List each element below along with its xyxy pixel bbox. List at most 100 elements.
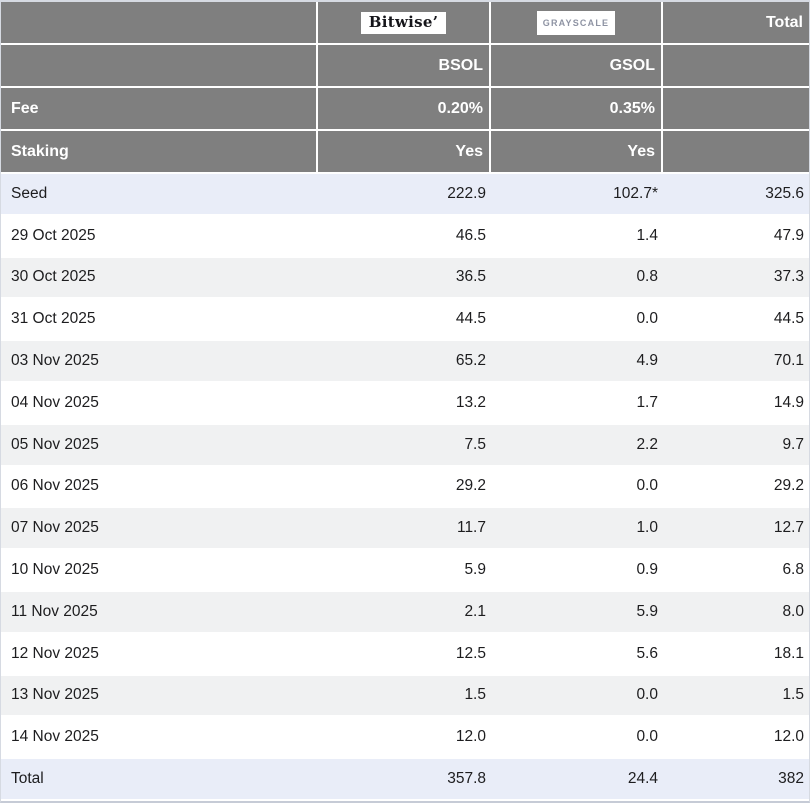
table-row: 03 Nov 2025 65.2 4.9 70.1: [1, 341, 809, 383]
table-row: 31 Oct 2025 44.5 0.0 44.5: [1, 299, 809, 342]
flows-table-body: Seed 222.9 102.7* 325.6 29 Oct 2025 46.5…: [1, 174, 809, 799]
gsol-value: 2.2: [491, 424, 663, 467]
row-label: Seed: [1, 174, 318, 216]
bsol-value: 12.5: [318, 633, 491, 676]
grayscale-logo: GRAYSCALE: [536, 10, 616, 35]
table-row: 10 Nov 2025 5.9 0.9 6.8: [1, 550, 809, 592]
gsol-value: 4.9: [491, 341, 663, 383]
row-label: 12 Nov 2025: [1, 633, 318, 676]
bsol-value: 1.5: [318, 675, 491, 718]
table-row: 13 Nov 2025 1.5 0.0 1.5: [1, 675, 809, 718]
gsol-value: 1.7: [491, 382, 663, 425]
table-row: 12 Nov 2025 12.5 5.6 18.1: [1, 633, 809, 676]
gsol-fee-value: 0.35%: [491, 88, 663, 131]
table-row: Seed 222.9 102.7* 325.6: [1, 174, 809, 216]
bsol-value: 357.8: [318, 759, 491, 799]
gsol-staking-value: Yes: [491, 131, 663, 174]
row-label: Total: [1, 759, 318, 799]
total-value: 8.0: [663, 591, 809, 634]
total-value: 382: [663, 759, 809, 799]
gsol-value: 0.0: [491, 299, 663, 342]
total-value: 29.2: [663, 466, 809, 509]
row-label: 03 Nov 2025: [1, 341, 318, 383]
table-row: 04 Nov 2025 13.2 1.7 14.9: [1, 382, 809, 425]
row-label: 06 Nov 2025: [1, 466, 318, 509]
table-header: Bitwise’ GRAYSCALE Total BSOL GSOL Fee 0…: [1, 2, 809, 174]
row-label: 13 Nov 2025: [1, 675, 318, 718]
total-value: 9.7: [663, 424, 809, 467]
table-row: 07 Nov 2025 11.7 1.0 12.7: [1, 508, 809, 551]
header-logo-row: Bitwise’ GRAYSCALE Total: [1, 2, 809, 45]
row-label: 14 Nov 2025: [1, 717, 318, 760]
bsol-value: 5.9: [318, 550, 491, 592]
table-row: 29 Oct 2025 46.5 1.4 47.9: [1, 215, 809, 258]
gsol-value: 102.7*: [491, 174, 663, 216]
bsol-value: 12.0: [318, 717, 491, 760]
gsol-value: 0.9: [491, 550, 663, 592]
bsol-value: 2.1: [318, 591, 491, 634]
bsol-value: 13.2: [318, 382, 491, 425]
total-value: 44.5: [663, 299, 809, 342]
bsol-value: 46.5: [318, 215, 491, 258]
header-ticker-row: BSOL GSOL: [1, 45, 809, 88]
total-value: 37.3: [663, 257, 809, 300]
bsol-value: 65.2: [318, 341, 491, 383]
gsol-value: 0.0: [491, 466, 663, 509]
total-value: 12.0: [663, 717, 809, 760]
total-value: 70.1: [663, 341, 809, 383]
gsol-ticker-header: GSOL: [491, 45, 663, 88]
row-label: 04 Nov 2025: [1, 382, 318, 425]
gsol-value: 5.9: [491, 591, 663, 634]
bsol-ticker-header: BSOL: [318, 45, 491, 88]
table-row: 11 Nov 2025 2.1 5.9 8.0: [1, 591, 809, 634]
bsol-value: 29.2: [318, 466, 491, 509]
header-empty-cell: [663, 131, 809, 174]
bsol-value: 7.5: [318, 424, 491, 467]
row-label: 07 Nov 2025: [1, 508, 318, 551]
table-row: 06 Nov 2025 29.2 0.0 29.2: [1, 466, 809, 509]
bitwise-logo: Bitwise’: [360, 11, 447, 34]
fee-row-label: Fee: [1, 88, 318, 131]
row-label: 11 Nov 2025: [1, 591, 318, 634]
table-row: Total 357.8 24.4 382: [1, 759, 809, 799]
row-label: 29 Oct 2025: [1, 215, 318, 258]
total-value: 18.1: [663, 633, 809, 676]
gsol-value: 0.0: [491, 717, 663, 760]
header-empty-cell: [1, 2, 318, 45]
bsol-value: 44.5: [318, 299, 491, 342]
header-staking-row: Staking Yes Yes: [1, 131, 809, 174]
table-row: 30 Oct 2025 36.5 0.8 37.3: [1, 257, 809, 300]
gsol-value: 1.0: [491, 508, 663, 551]
total-value: 6.8: [663, 550, 809, 592]
bsol-value: 222.9: [318, 174, 491, 216]
header-empty-cell: [663, 45, 809, 88]
header-fee-row: Fee 0.20% 0.35%: [1, 88, 809, 131]
table-row: 14 Nov 2025 12.0 0.0 12.0: [1, 717, 809, 760]
header-empty-cell: [663, 88, 809, 131]
bsol-value: 11.7: [318, 508, 491, 551]
header-empty-cell: [1, 45, 318, 88]
grayscale-logo-cell: GRAYSCALE: [491, 2, 663, 45]
bsol-value: 36.5: [318, 257, 491, 300]
total-value: 325.6: [663, 174, 809, 216]
gsol-value: 0.0: [491, 675, 663, 718]
bitwise-logo-cell: Bitwise’: [318, 2, 491, 45]
total-value: 47.9: [663, 215, 809, 258]
gsol-value: 5.6: [491, 633, 663, 676]
total-value: 12.7: [663, 508, 809, 551]
table-row: 05 Nov 2025 7.5 2.2 9.7: [1, 424, 809, 467]
total-column-header: Total: [663, 2, 809, 45]
row-label: 10 Nov 2025: [1, 550, 318, 592]
total-value: 1.5: [663, 675, 809, 718]
gsol-value: 0.8: [491, 257, 663, 300]
bsol-staking-value: Yes: [318, 131, 491, 174]
row-label: 05 Nov 2025: [1, 424, 318, 467]
total-value: 14.9: [663, 382, 809, 425]
row-label: 30 Oct 2025: [1, 257, 318, 300]
gsol-value: 1.4: [491, 215, 663, 258]
row-label: 31 Oct 2025: [1, 299, 318, 342]
gsol-value: 24.4: [491, 759, 663, 799]
staking-row-label: Staking: [1, 131, 318, 174]
